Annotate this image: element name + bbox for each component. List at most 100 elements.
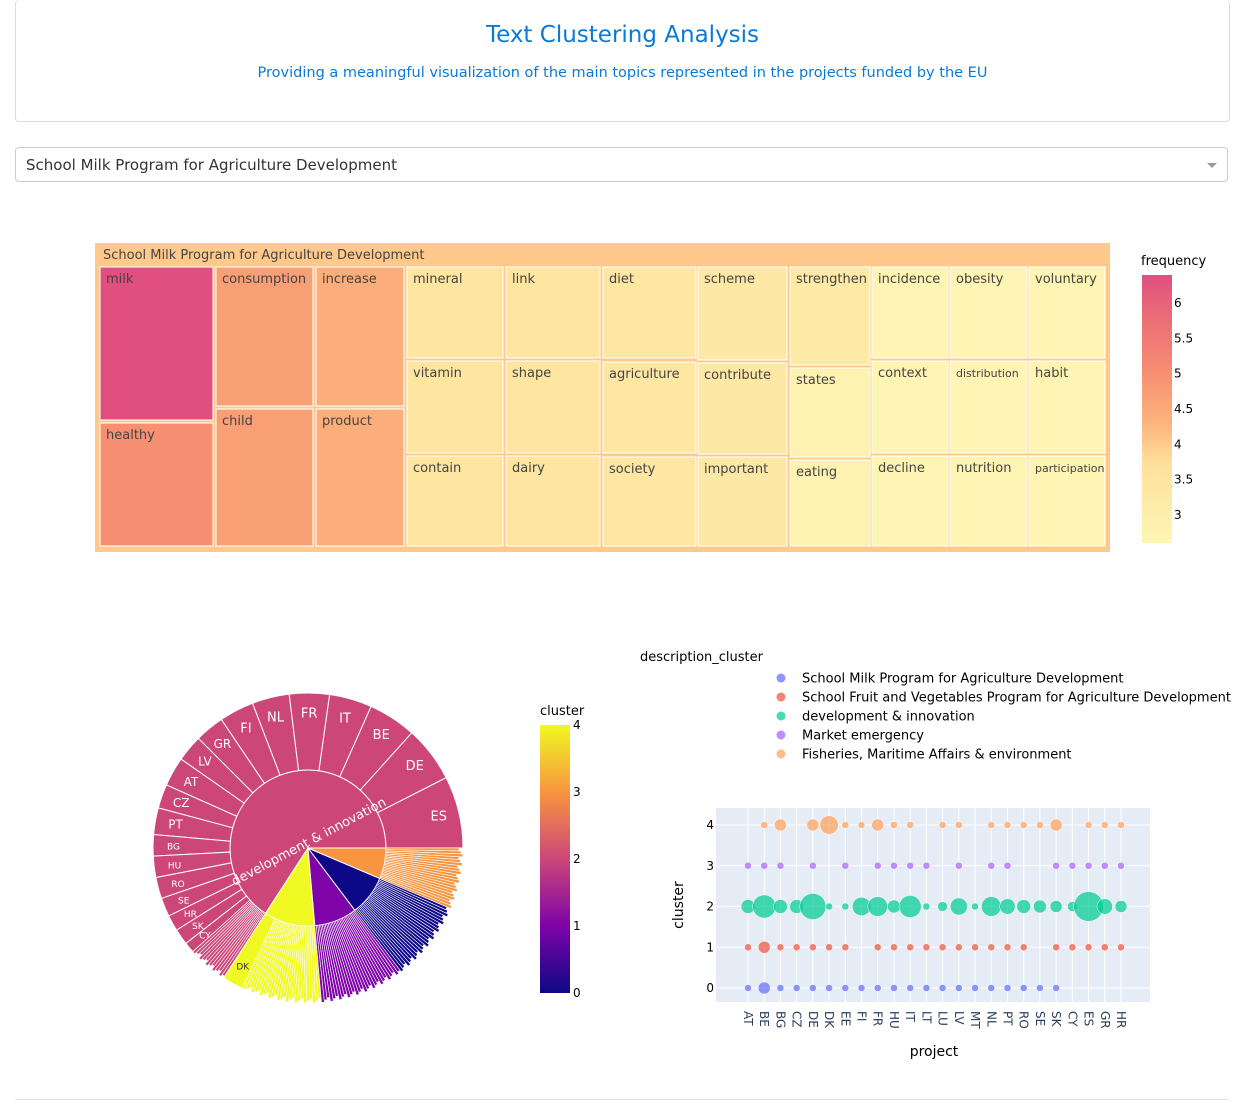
sunburst-country-label: FR (301, 707, 318, 722)
treemap-tile-label: decline (878, 461, 925, 476)
treemap-tile-label: contain (413, 461, 461, 476)
colorbar-tick-label: 1 (573, 919, 581, 933)
treemap-tile (949, 455, 1028, 547)
x-tick-label: FR (871, 1011, 885, 1026)
colorbar-tick-label: 3 (573, 785, 581, 799)
sunburst-country-label: CZ (173, 796, 190, 810)
x-tick-label: DK (822, 1011, 836, 1029)
treemap-tile (602, 266, 697, 359)
scatter-point (1084, 862, 1093, 870)
treemap-chart: School Milk Program for Agriculture Deve… (95, 243, 1207, 552)
scatter-point (841, 943, 850, 951)
treemap-tile (505, 360, 601, 454)
treemap-tile-label: society (609, 462, 656, 477)
scatter-chart: AT BE BG CZ DE DK EE FI FR HU IT LT LU LV MT NL PT RO SE SK… (640, 650, 1231, 1060)
treemap-tile (697, 456, 788, 547)
legend-label: School Milk Program for Agriculture Deve… (802, 672, 1124, 687)
scatter-point (1049, 818, 1063, 832)
sunburst-country-label: PT (168, 818, 183, 832)
colorbar-tick-label: 4.5 (1174, 402, 1193, 416)
x-axis-title: project (910, 1044, 959, 1060)
y-tick-label: 4 (706, 818, 714, 832)
scatter-point (792, 984, 801, 992)
scatter-point (890, 821, 898, 829)
sunburst-country-label: CY (199, 931, 211, 941)
treemap-tile (406, 455, 504, 547)
scatter-point (1117, 862, 1125, 870)
scatter-point (987, 943, 996, 951)
scatter-point (871, 818, 885, 832)
scatter-point (1003, 984, 1012, 992)
treemap-tile-label: important (704, 462, 768, 477)
scatter-point (950, 897, 968, 916)
chevron-down-icon[interactable] (1207, 163, 1217, 168)
header-card: Text Clustering Analysis Providing a mea… (15, 0, 1230, 122)
scatter-point (760, 862, 768, 870)
treemap-tile-label: child (222, 414, 253, 429)
treemap-tile-label: mineral (413, 272, 462, 287)
treemap-tile (789, 266, 871, 366)
x-tick-label: AT (741, 1011, 755, 1026)
scatter-point (906, 862, 914, 870)
cluster-dropdown[interactable]: School Milk Program for Agriculture Deve… (15, 147, 1228, 182)
scatter-point (971, 902, 979, 911)
cluster-colorbar-title: cluster (540, 704, 585, 719)
treemap-tile-label: eating (796, 465, 837, 480)
legend-item[interactable]: School Fruit and Vegetables Program for … (776, 691, 1231, 706)
x-tick-label: HR (1114, 1011, 1128, 1028)
treemap-tile-label: habit (1035, 366, 1068, 381)
scatter-point (752, 894, 777, 919)
x-tick-label: GR (1098, 1011, 1112, 1029)
treemap-tile (406, 360, 504, 454)
legend-item[interactable]: Fisheries, Maritime Affairs & environmen… (776, 748, 1072, 763)
scatter-point (971, 984, 979, 992)
scatter-point (890, 984, 898, 992)
treemap-tile (99, 266, 214, 421)
treemap-tile-label: context (878, 366, 927, 381)
treemap-tile (789, 459, 871, 547)
scatter-point (757, 940, 771, 954)
sunburst-country-label: DE (406, 759, 424, 774)
scatter-point (744, 862, 752, 870)
x-tick-label: IT (903, 1011, 917, 1023)
treemap-tile-label: contribute (704, 368, 771, 383)
legend-item[interactable]: Market emergency (776, 729, 925, 744)
scatter-point (937, 901, 948, 912)
sunburst-country-label: RO (171, 880, 184, 890)
colorbar-tick-label: 3.5 (1174, 473, 1193, 487)
legend-label: development & innovation (802, 710, 975, 725)
treemap-tile (406, 266, 504, 359)
sunburst-country-label: HU (168, 861, 181, 871)
treemap-tile-label: dairy (512, 461, 545, 476)
colorbar-tick-label: 5 (1174, 367, 1182, 381)
scatter-point (922, 902, 931, 911)
legend-title: description_cluster (640, 650, 764, 665)
scatter-point (922, 862, 931, 870)
legend-item[interactable]: development & innovation (776, 710, 975, 725)
scatter-point (806, 818, 820, 832)
sunburst-country-label: DK (236, 963, 250, 973)
scatter-point (1117, 943, 1125, 951)
scatter-point (776, 943, 785, 951)
scatter-point (922, 984, 931, 992)
legend-marker (776, 673, 786, 683)
sunburst-country-label: ES (431, 810, 447, 825)
sunburst-country-label: NL (267, 710, 285, 725)
sunburst-country-label: SK (192, 922, 205, 932)
treemap-tile-label: distribution (956, 367, 1019, 380)
x-tick-label: EE (838, 1011, 852, 1026)
treemap-tile (1028, 360, 1106, 454)
treemap-tile (949, 360, 1028, 454)
legend-item[interactable]: School Milk Program for Agriculture Deve… (776, 672, 1124, 687)
x-tick-label: NL (984, 1011, 998, 1027)
scatter-point (1052, 984, 1060, 992)
scatter-point (857, 821, 866, 829)
treemap-tile-label: increase (322, 272, 377, 287)
scatter-point (987, 862, 996, 870)
scatter-point (922, 943, 931, 951)
treemap-tile (215, 266, 314, 407)
scatter-point (1003, 943, 1012, 951)
scatter-point (1016, 899, 1031, 914)
x-tick-label: LT (919, 1011, 933, 1024)
scatter-point (841, 821, 850, 829)
